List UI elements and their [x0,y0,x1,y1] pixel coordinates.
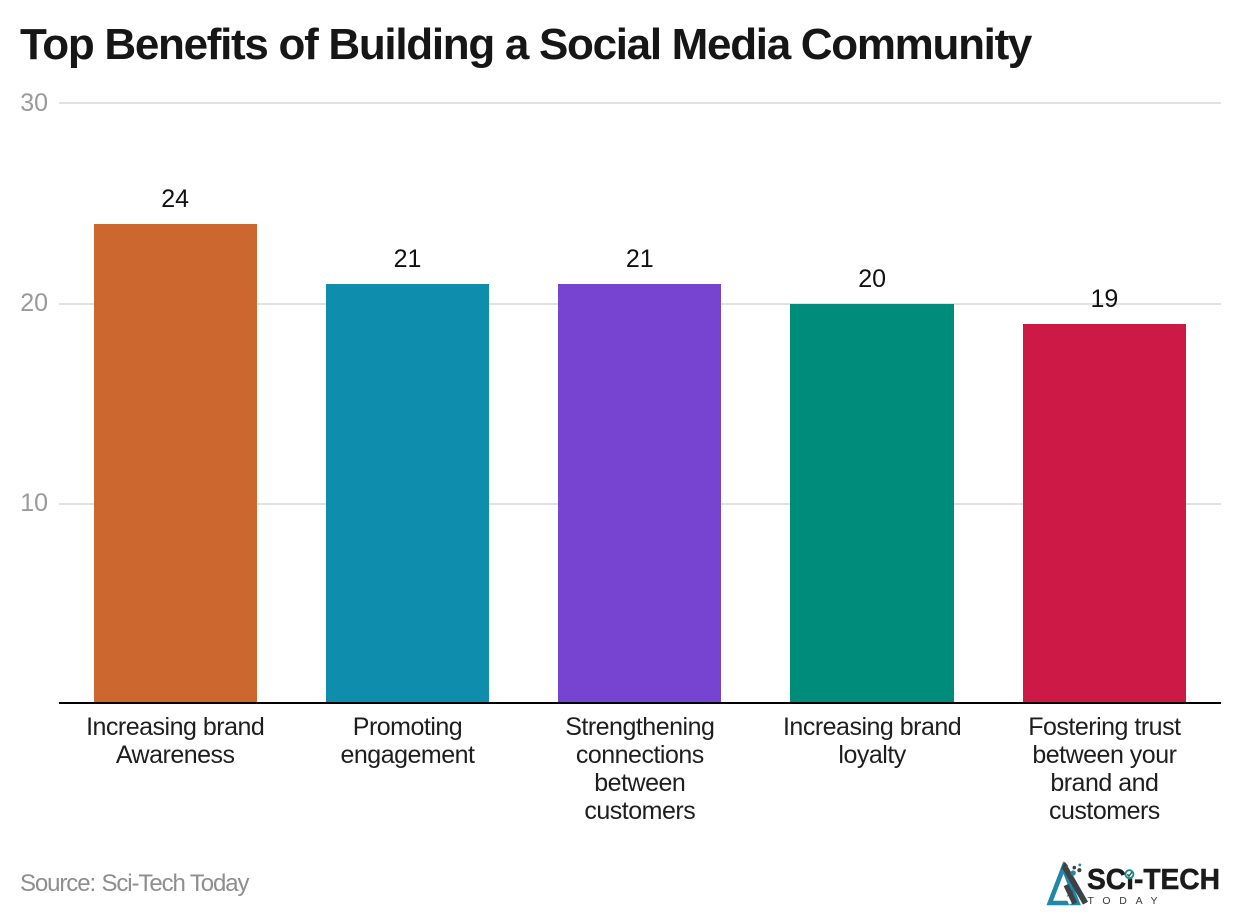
svg-text:SCı-TECH: SCı-TECH [1087,864,1220,896]
svg-text:TODAY: TODAY [1088,895,1158,907]
